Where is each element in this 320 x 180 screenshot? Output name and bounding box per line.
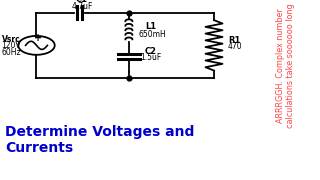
Text: R1: R1	[228, 36, 241, 45]
Text: 60Hz: 60Hz	[1, 48, 21, 57]
Text: 470: 470	[228, 42, 242, 51]
Text: Determine Voltages and
Currents: Determine Voltages and Currents	[5, 125, 194, 156]
Text: Vsrc: Vsrc	[2, 35, 20, 44]
Text: ARRRGGH. Complex number
calculations take soooooo long: ARRRGGH. Complex number calculations tak…	[276, 4, 295, 128]
Text: C1: C1	[76, 0, 88, 4]
Text: L1: L1	[145, 22, 156, 31]
Text: 4.7uF: 4.7uF	[71, 2, 93, 11]
Text: 120V: 120V	[1, 41, 21, 50]
Text: +: +	[34, 33, 42, 43]
Text: C2: C2	[145, 47, 157, 56]
Text: 1.5uF: 1.5uF	[140, 53, 161, 62]
Text: 650mH: 650mH	[138, 30, 166, 39]
